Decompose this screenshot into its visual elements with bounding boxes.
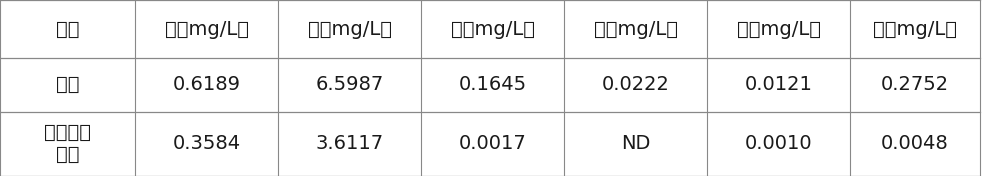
Text: 0.0222: 0.0222 bbox=[602, 76, 669, 94]
Text: 铜（mg/L）: 铜（mg/L） bbox=[873, 20, 957, 39]
Text: 0.1645: 0.1645 bbox=[458, 76, 527, 94]
Text: 稳定化修
复后: 稳定化修 复后 bbox=[44, 123, 91, 164]
Text: 3.6117: 3.6117 bbox=[315, 134, 384, 153]
Text: 镝（mg/L）: 镝（mg/L） bbox=[737, 20, 821, 39]
Text: ND: ND bbox=[621, 134, 650, 153]
Text: 0.2752: 0.2752 bbox=[881, 76, 949, 94]
Text: 硃（mg/L）: 硃（mg/L） bbox=[165, 20, 249, 39]
Text: 0.0010: 0.0010 bbox=[745, 134, 812, 153]
Text: 原土: 原土 bbox=[56, 76, 79, 94]
Text: 锄（mg/L）: 锄（mg/L） bbox=[308, 20, 392, 39]
Text: 0.0017: 0.0017 bbox=[459, 134, 526, 153]
Text: 0.6189: 0.6189 bbox=[173, 76, 241, 94]
Text: 铅（mg/L）: 铅（mg/L） bbox=[451, 20, 534, 39]
Text: 实验: 实验 bbox=[56, 20, 79, 39]
Text: 0.0121: 0.0121 bbox=[745, 76, 812, 94]
Text: 锤（mg/L）: 锤（mg/L） bbox=[594, 20, 678, 39]
Text: 0.3584: 0.3584 bbox=[172, 134, 241, 153]
Text: 6.5987: 6.5987 bbox=[315, 76, 384, 94]
Text: 0.0048: 0.0048 bbox=[881, 134, 949, 153]
